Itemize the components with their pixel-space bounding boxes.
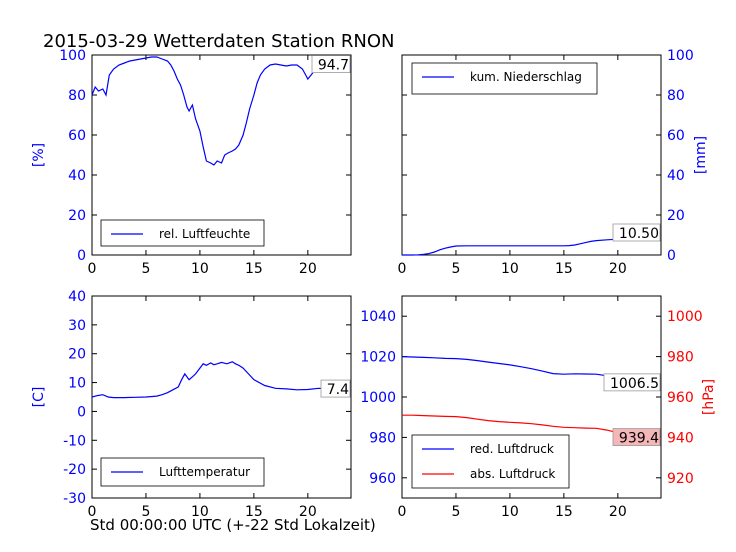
- top-right-xtick-label: 5: [451, 261, 460, 277]
- bottom-left-series-line: [91, 361, 352, 399]
- bottom-right-xtick-label: 10: [501, 504, 519, 520]
- bottom-right-ytick-label-left: 1040: [360, 309, 396, 325]
- top-right-ylabel-right: [mm]: [693, 136, 709, 174]
- bottom-left-ytick-label-left: 40: [68, 289, 86, 305]
- top-right-frame: [401, 54, 662, 256]
- bottom-right-last-value-right-box: [612, 428, 661, 447]
- top-left-xtick-label: 10: [191, 261, 209, 277]
- bottom-right-legend-label: red. Luftdruck: [470, 442, 554, 456]
- top-left-xtick-label: 5: [141, 261, 150, 277]
- top-left-legend-label: rel. Luftfeuchte: [159, 227, 250, 241]
- bottom-right-xtick-label: 0: [398, 504, 407, 520]
- top-right-ytick-label-right: 20: [667, 208, 685, 224]
- bottom-left-ytick-label-left: 30: [68, 318, 86, 334]
- top-right-legend-label: kum. Niederschlag: [470, 70, 582, 84]
- top-right-xtick-label: 0: [398, 261, 407, 277]
- top-left-ytick-label-left: 20: [68, 208, 86, 224]
- bottom-right-ytick-label-left: 1000: [360, 390, 396, 406]
- bottom-right-ytick-label-right: 1000: [667, 309, 703, 325]
- bottom-left-ylabel-left: [C]: [31, 387, 47, 408]
- bottom-right-last-value-left-box: [603, 373, 661, 392]
- bottom-left-ytick-label-left: -20: [63, 462, 86, 478]
- bottom-right-last-value-right: 939.4: [619, 431, 659, 447]
- top-left-xtick-label: 0: [88, 261, 97, 277]
- bottom-left-ytick-label-left: 0: [77, 404, 86, 420]
- top-right-xtick-label: 10: [501, 261, 519, 277]
- top-left-last-value: 94.7: [318, 58, 349, 74]
- bottom-right-ytick-label-right: 920: [667, 471, 694, 487]
- top-left-ytick-label-left: 80: [68, 88, 86, 104]
- figure-title: 2015-03-29 Wetterdaten Station RNON: [43, 31, 395, 52]
- bottom-left-ytick-label-left: -10: [63, 433, 86, 449]
- top-right-ytick-label-right: 80: [667, 88, 685, 104]
- top-left-frame: [91, 54, 352, 256]
- bottom-right-ytick-label-left: 960: [369, 471, 396, 487]
- top-right-series-line: [402, 233, 662, 256]
- bottom-right-ytick-label-left: 980: [369, 430, 396, 446]
- top-left-ylabel-left: [%]: [31, 143, 47, 167]
- bottom-left-ytick-label-left: -30: [63, 491, 86, 507]
- bottom-right-ytick-label-right: 980: [667, 350, 694, 366]
- top-right-xtick-label: 20: [609, 261, 627, 277]
- top-left-series-line: [91, 56, 352, 166]
- top-right-legend: [411, 62, 598, 95]
- top-left-last-value-box: [311, 55, 351, 73]
- bottom-right-ytick-label-left: 1020: [360, 350, 396, 366]
- top-left-ytick-label-left: 100: [59, 48, 86, 64]
- bottom-right-ytick-label-right: 960: [667, 390, 694, 406]
- bottom-left-xtick-label: 15: [245, 504, 263, 520]
- figure-xlabel: Std 00:00:00 UTC (+-22 Std Lokalzeit): [90, 516, 376, 534]
- bottom-right-legend: [411, 434, 570, 489]
- top-right-xtick-label: 15: [555, 261, 573, 277]
- bottom-right-ytick-label-right: 940: [667, 430, 694, 446]
- bottom-right-ylabel-right: [hPa]: [701, 379, 717, 415]
- bottom-right-xtick-label: 15: [555, 504, 573, 520]
- top-right-ytick-label-right: 40: [667, 168, 685, 184]
- top-right-last-value: 10.50: [619, 226, 659, 242]
- bottom-left-xtick-label: 5: [141, 504, 150, 520]
- top-left-ytick-label-left: 40: [68, 168, 86, 184]
- bottom-left-xtick-label: 10: [191, 504, 209, 520]
- bottom-right-last-value-left: 1006.5: [610, 376, 659, 392]
- top-left-xtick-label: 20: [299, 261, 317, 277]
- top-left-xtick-label: 15: [245, 261, 263, 277]
- top-right-ytick-label-right: 60: [667, 128, 685, 144]
- top-right-ytick-label-right: 0: [667, 248, 676, 264]
- bottom-left-last-value: 7.4: [327, 382, 349, 398]
- bottom-left-xtick-label: 20: [299, 504, 317, 520]
- bottom-right-xtick-label: 5: [451, 504, 460, 520]
- bottom-left-xtick-label: 0: [88, 504, 97, 520]
- bottom-left-legend-label: Lufttemperatur: [159, 465, 250, 479]
- top-right-ytick-label-right: 100: [667, 48, 694, 64]
- top-left-ytick-label-left: 0: [77, 248, 86, 264]
- bottom-right-xtick-label: 20: [609, 504, 627, 520]
- bottom-left-ytick-label-left: 20: [68, 347, 86, 363]
- top-left-legend: [100, 219, 265, 247]
- top-left-ytick-label-left: 60: [68, 128, 86, 144]
- top-right-last-value-box: [612, 223, 661, 242]
- bottom-left-last-value-box: [320, 379, 351, 398]
- bottom-right-legend-label: abs. Luftdruck: [470, 467, 555, 481]
- bottom-left-ytick-label-left: 10: [68, 376, 86, 392]
